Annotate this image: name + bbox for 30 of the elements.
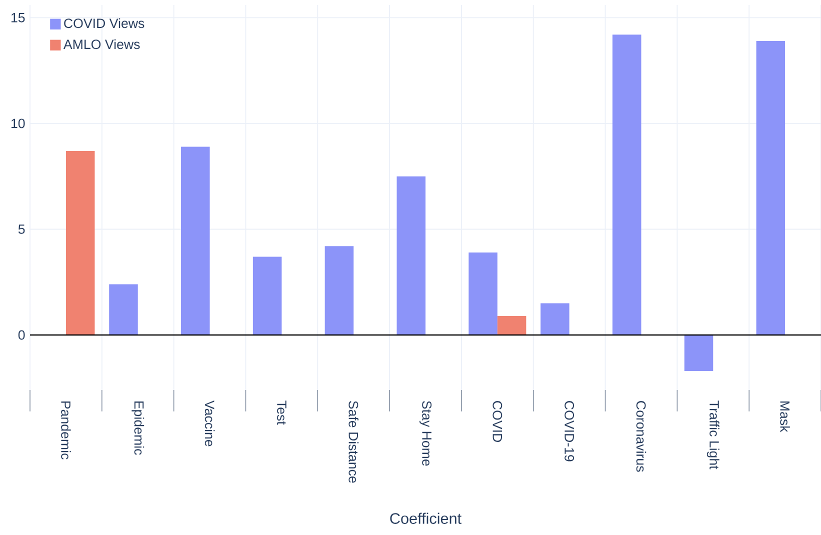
x-tick-label: Test xyxy=(277,400,286,425)
x-tick-label: Traffic Light xyxy=(706,400,720,470)
bar xyxy=(468,252,498,335)
x-tick-label: Safe Distance xyxy=(348,401,358,483)
x-tick-label: Epidemic xyxy=(132,401,144,455)
bar xyxy=(396,176,426,335)
x-tick-label: COVID xyxy=(492,401,502,442)
x-tick-label: Coronavirus xyxy=(636,401,646,472)
x-axis-title: Coefficient xyxy=(390,512,462,524)
bar xyxy=(756,40,786,335)
bar xyxy=(66,150,95,335)
x-tick-label: Stay Home xyxy=(419,401,432,466)
bar xyxy=(181,146,210,335)
y-tick-label: 0 xyxy=(18,330,25,340)
bar xyxy=(324,246,354,335)
legend-label: AMLO Views xyxy=(63,39,140,50)
y-tick-label: 5 xyxy=(18,224,25,234)
bar xyxy=(109,284,138,335)
bar xyxy=(497,316,526,335)
x-tick-label: Mask xyxy=(780,401,790,432)
bar xyxy=(612,34,642,335)
y-tick-label: 15 xyxy=(11,13,25,22)
bar xyxy=(540,303,570,335)
legend-label: COVID Views xyxy=(64,18,144,28)
x-tick-label: Vaccine xyxy=(204,400,215,446)
bar xyxy=(684,334,714,371)
y-tick-label: 10 xyxy=(11,118,25,128)
bar xyxy=(252,256,282,335)
x-tick-label: COVID-19 xyxy=(564,401,574,462)
x-tick-label: Pandemic xyxy=(61,401,71,460)
